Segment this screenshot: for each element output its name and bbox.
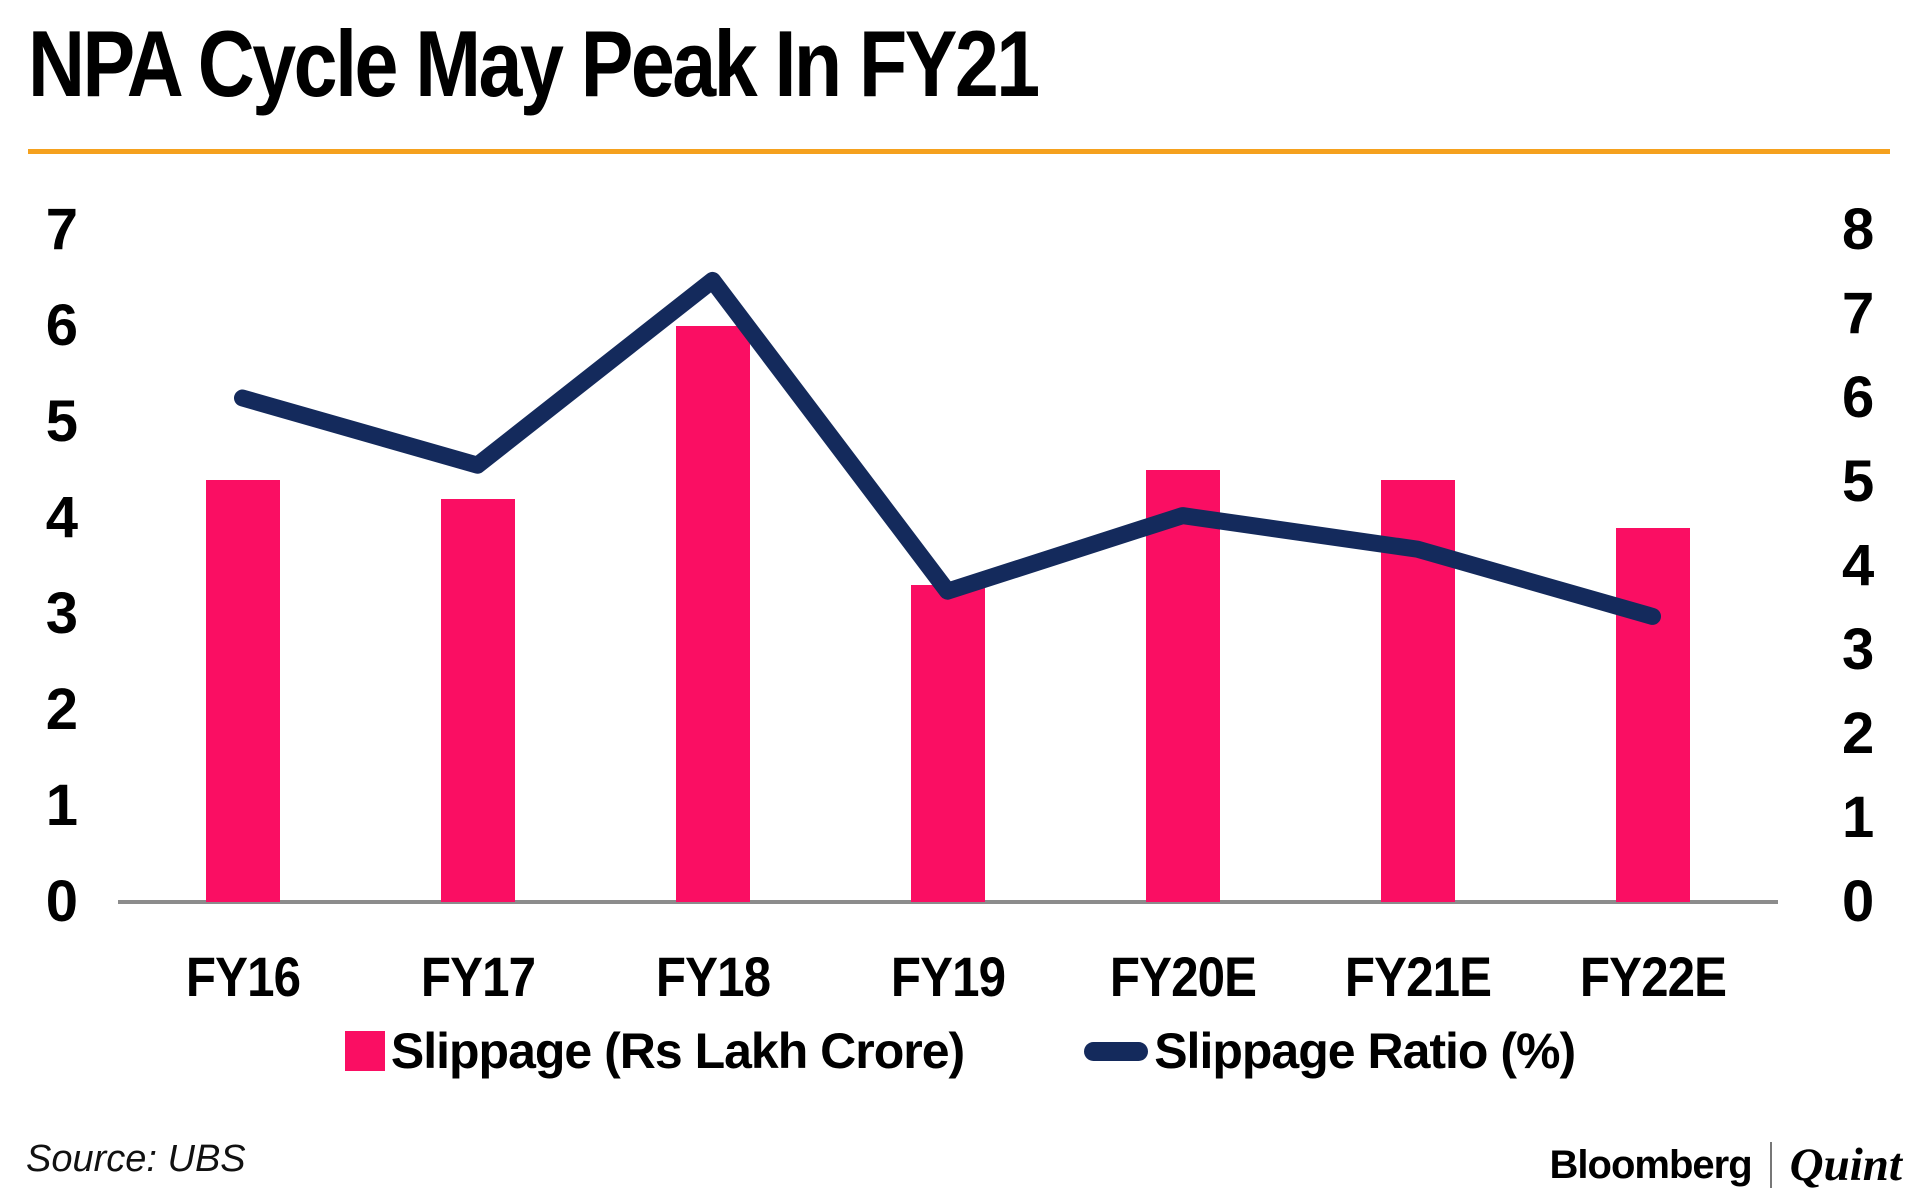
left-axis-tick-7: 7: [45, 197, 78, 262]
x-axis-label-FY16: FY16: [185, 945, 300, 1008]
x-axis-label-FY18: FY18: [655, 945, 770, 1008]
left-axis-tick-5: 5: [45, 389, 78, 454]
source-label: Source: UBS: [26, 1138, 246, 1180]
bar-FY22E: [1615, 527, 1690, 902]
bar-FY19: [910, 585, 985, 902]
legend-item-0: Slippage (Rs Lakh Crore): [344, 1022, 965, 1080]
chart-title: NPA Cycle May Peak In FY21: [28, 11, 1040, 116]
right-axis-tick-2: 2: [1842, 701, 1875, 766]
quint-wordmark: Quint: [1789, 1139, 1902, 1191]
brand-logo: Bloomberg Quint: [1550, 1138, 1902, 1192]
x-axis-line: [118, 900, 1778, 904]
x-axis-label-FY19: FY19: [890, 945, 1005, 1008]
right-axis-tick-3: 3: [1842, 617, 1875, 682]
bar-FY20E: [1145, 470, 1220, 902]
right-axis-tick-4: 4: [1842, 533, 1875, 598]
right-axis-tick-8: 8: [1842, 197, 1875, 262]
x-axis-label-FY17: FY17: [420, 945, 535, 1008]
left-axis-tick-3: 3: [45, 581, 78, 646]
bar-FY17: [440, 498, 515, 902]
left-axis-tick-0: 0: [45, 869, 78, 934]
legend-bar-swatch: [344, 1031, 385, 1071]
right-axis-tick-1: 1: [1842, 785, 1875, 850]
left-axis-tick-4: 4: [45, 485, 78, 550]
right-axis-tick-7: 7: [1842, 281, 1875, 346]
brand-divider: [1769, 1142, 1772, 1188]
bar-FY21E: [1380, 479, 1455, 902]
bar-FY18: [675, 326, 750, 902]
title-underline: [28, 149, 1890, 154]
legend-label: Slippage (Rs Lakh Crore): [390, 1023, 965, 1079]
right-axis-tick-5: 5: [1842, 449, 1875, 514]
legend-label: Slippage Ratio (%): [1154, 1023, 1576, 1079]
bar-FY16: [205, 479, 280, 902]
left-axis-tick-2: 2: [45, 677, 78, 742]
right-axis-tick-0: 0: [1842, 869, 1875, 934]
x-axis-label-FY22E: FY22E: [1579, 945, 1726, 1008]
x-axis-label-FY21E: FY21E: [1344, 945, 1491, 1008]
right-axis-tick-6: 6: [1842, 365, 1875, 430]
bloomberg-wordmark: Bloomberg: [1549, 1142, 1753, 1187]
left-axis-tick-6: 6: [45, 293, 78, 358]
chart-legend: Slippage (Rs Lakh Crore) Slippage Ratio (…: [0, 1022, 1920, 1080]
legend-item-1: Slippage Ratio (%): [1084, 1022, 1576, 1080]
legend-line-swatch: [1084, 1041, 1149, 1061]
left-axis-tick-1: 1: [45, 773, 78, 838]
x-axis-label-FY20E: FY20E: [1109, 945, 1256, 1008]
